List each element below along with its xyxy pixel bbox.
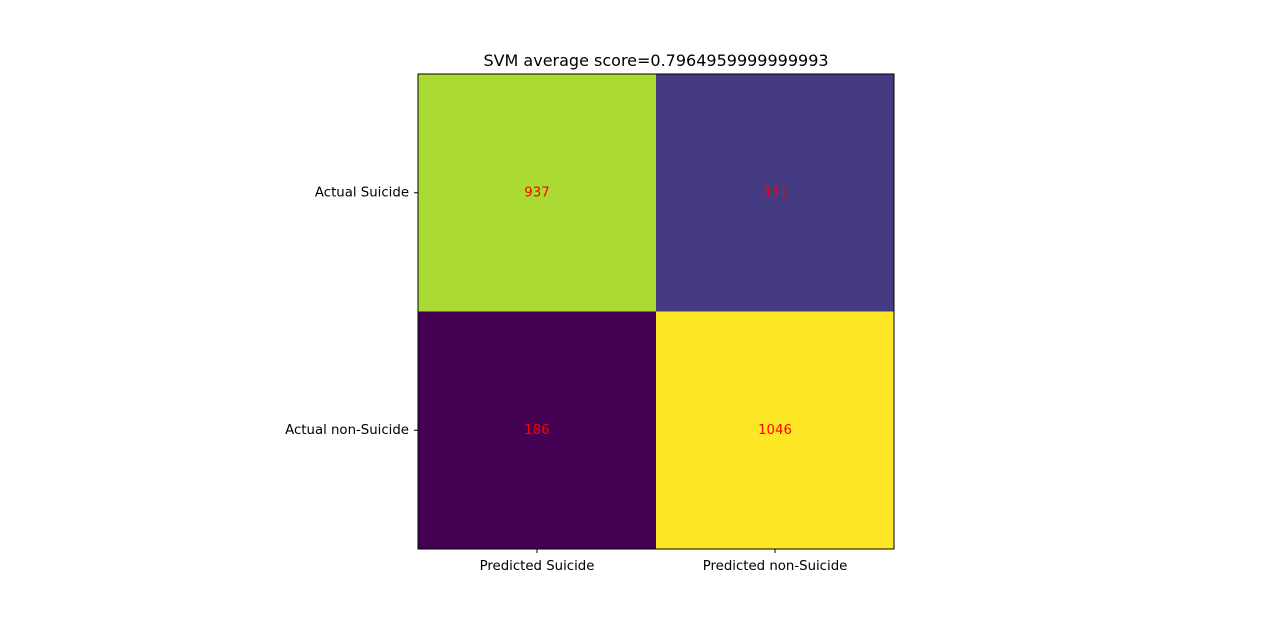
heatmap-cell xyxy=(418,311,656,549)
y-tick-label: Actual non-Suicide xyxy=(285,423,409,438)
x-tick-label: Predicted non-Suicide xyxy=(703,559,848,574)
cell-value-label: 1046 xyxy=(758,423,792,438)
cell-value-label: 186 xyxy=(524,423,549,438)
axis-ticks: Predicted Suicide Predicted non-Suicide Ac… xyxy=(285,185,847,574)
x-tick-label: Predicted Suicide xyxy=(480,559,595,574)
y-tick-label: Actual Suicide xyxy=(315,185,409,200)
cell-value-label: 937 xyxy=(524,185,549,200)
cell-value-label: 331 xyxy=(762,185,787,200)
cell-value-labels: 937 331 186 1046 xyxy=(524,185,792,438)
heatmap-cell xyxy=(656,74,894,312)
heatmap-cell xyxy=(418,74,656,312)
axes-frame xyxy=(417,73,895,550)
heatmap-cell xyxy=(656,311,894,549)
heatmap-cells xyxy=(418,74,894,549)
chart-title: SVM average score=0.7964959999999993 xyxy=(483,51,828,70)
